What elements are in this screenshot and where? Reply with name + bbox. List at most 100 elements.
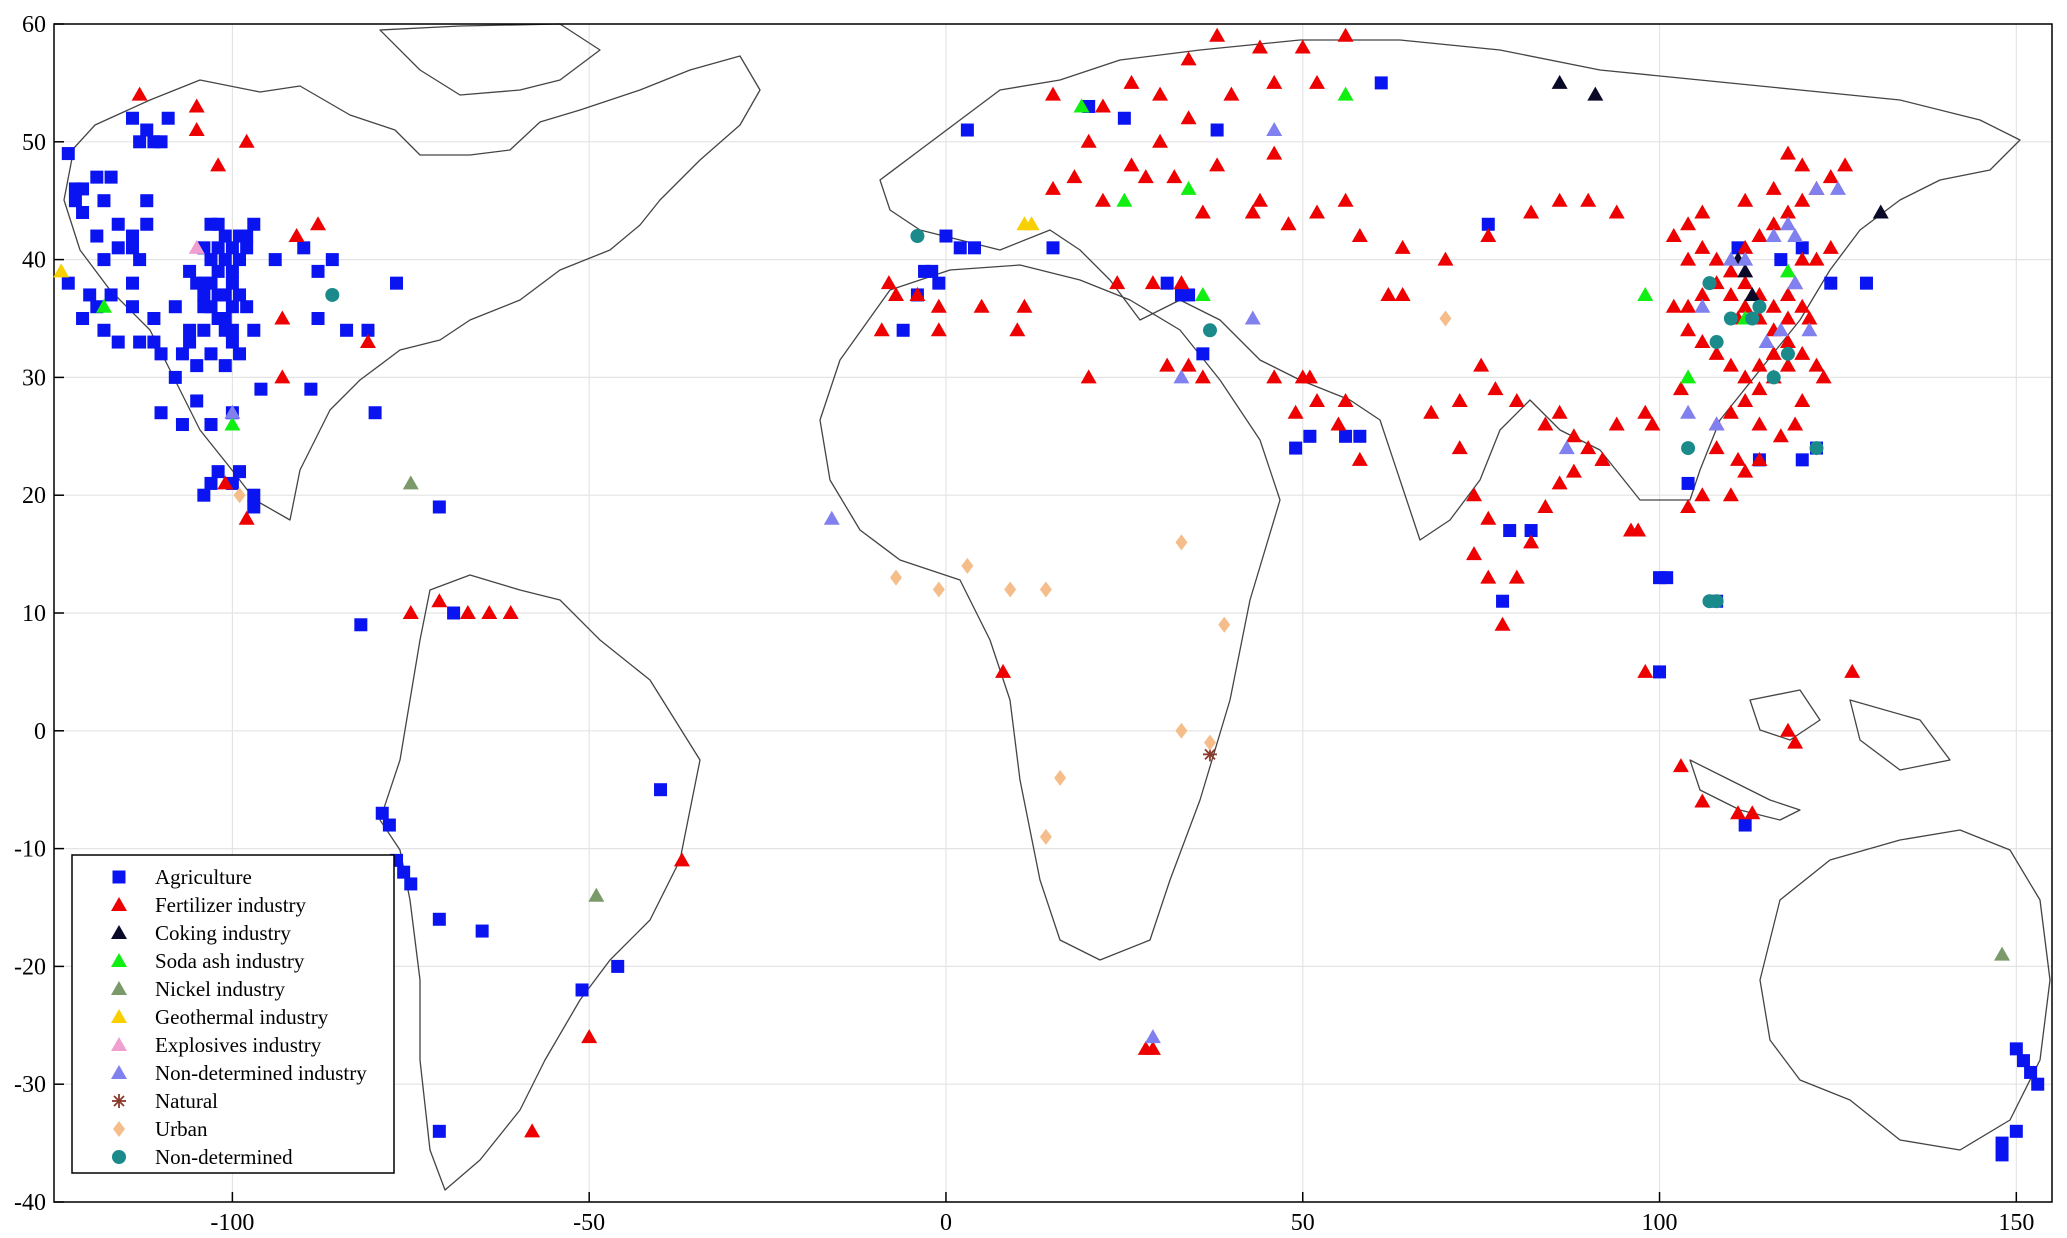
point-fertilizer-industry [1794, 157, 1811, 172]
point-nickel-industry [402, 475, 419, 490]
point-agriculture [654, 783, 668, 797]
point-coking-industry [1551, 74, 1568, 89]
point-fertilizer-industry [1751, 381, 1768, 396]
point-fertilizer-industry [1737, 275, 1754, 290]
point-fertilizer-industry [930, 322, 947, 337]
point-agriculture [147, 312, 161, 325]
legend-marker-urban [113, 1121, 125, 1137]
point-fertilizer-industry [1194, 369, 1211, 384]
point-agriculture [1995, 1136, 2009, 1150]
point-urban [1175, 722, 1188, 739]
point-fertilizer-industry [1779, 357, 1796, 372]
point-agriculture [97, 323, 111, 337]
point-fertilizer-industry [1294, 39, 1311, 54]
x-axis-ticks: -100 -50 0 50 100 150 [210, 1192, 2034, 1236]
point-fertilizer-industry [1287, 404, 1304, 419]
point-agriculture [204, 418, 218, 432]
point-agriculture [76, 312, 90, 325]
point-agriculture [247, 323, 261, 337]
legend-label: Non-determined industry [155, 1061, 367, 1085]
point-fertilizer-industry [1722, 404, 1739, 419]
point-agriculture [1303, 429, 1317, 443]
point-agriculture [304, 382, 318, 396]
point-non-determined [1809, 441, 1824, 456]
point-agriculture [1289, 441, 1303, 455]
point-fertilizer-industry [1722, 286, 1739, 301]
legend-marker-fertilizer-industry [111, 897, 127, 911]
coast-australia [1759, 829, 2051, 1151]
point-fertilizer-industry [1309, 392, 1326, 407]
x-tick-label: -50 [573, 1210, 605, 1236]
point-fertilizer-industry [1665, 298, 1682, 313]
point-non-determined-industry [1722, 251, 1739, 266]
point-fertilizer-industry [1779, 286, 1796, 301]
point-fertilizer-industry [995, 663, 1012, 678]
point-non-determined-industry [1758, 334, 1775, 349]
point-fertilizer-industry [973, 298, 990, 313]
point-agriculture [197, 323, 211, 337]
point-agriculture [953, 241, 967, 255]
y-tick-label: -10 [14, 837, 46, 863]
point-agriculture [247, 488, 261, 502]
point-fertilizer-industry [1722, 357, 1739, 372]
point-urban [961, 557, 974, 574]
point-fertilizer-industry [1209, 157, 1226, 172]
point-agriculture [133, 335, 147, 349]
point-urban [233, 487, 246, 504]
point-fertilizer-industry [673, 852, 690, 867]
point-agriculture [168, 300, 182, 314]
point-fertilizer-industry [1637, 663, 1654, 678]
point-geothermal-industry [53, 263, 70, 278]
legend-label: Explosives industry [155, 1033, 322, 1057]
x-tick-label: -100 [210, 1210, 254, 1236]
point-fertilizer-industry [1751, 416, 1768, 431]
point-fertilizer-industry [217, 475, 234, 490]
point-nickel-industry [588, 887, 605, 902]
point-urban [1039, 828, 1052, 845]
point-fertilizer-industry [1094, 98, 1111, 113]
point-geothermal-industry [1023, 216, 1040, 231]
legend-marker-non-determined-industry [111, 1065, 127, 1079]
point-fertilizer-industry [1794, 345, 1811, 360]
point-agriculture [475, 924, 489, 938]
point-agriculture [382, 818, 396, 832]
point-agriculture [1859, 276, 1873, 290]
point-agriculture [61, 147, 75, 161]
point-agriculture [133, 135, 147, 149]
point-fertilizer-industry [1309, 204, 1326, 219]
point-agriculture [397, 865, 411, 879]
point-fertilizer-industry [1708, 440, 1725, 455]
point-fertilizer-industry [1722, 263, 1739, 278]
point-agriculture [960, 123, 974, 137]
point-fertilizer-industry [1551, 404, 1568, 419]
point-fertilizer-industry [1594, 451, 1611, 466]
point-non-determined-industry [1694, 298, 1711, 313]
point-fertilizer-industry [1180, 51, 1197, 66]
point-agriculture [2016, 1054, 2030, 1068]
point-fertilizer-industry [1152, 86, 1169, 101]
point-agriculture [225, 241, 239, 255]
point-agriculture [140, 123, 154, 137]
point-non-determined-industry [1173, 369, 1190, 384]
point-fertilizer-industry [1551, 192, 1568, 207]
point-agriculture [111, 335, 125, 349]
point-agriculture [125, 300, 139, 314]
point-fertilizer-industry [1765, 298, 1782, 313]
point-non-determined-industry [1266, 122, 1283, 137]
legend-label: Soda ash industry [155, 949, 305, 973]
point-fertilizer-industry [310, 216, 327, 231]
point-agriculture [190, 394, 204, 408]
point-agriculture [254, 382, 268, 396]
point-non-determined-industry [224, 404, 241, 419]
point-non-determined [1780, 346, 1795, 361]
point-fertilizer-industry [1551, 475, 1568, 490]
legend-marker-soda-ash-industry [111, 953, 127, 967]
point-agriculture [125, 276, 139, 290]
point-fertilizer-industry [288, 228, 305, 243]
y-tick-label: 50 [22, 130, 46, 156]
legend-marker-agriculture [112, 870, 126, 884]
point-non-determined [1202, 323, 1217, 338]
point-fertilizer-industry [359, 334, 376, 349]
point-fertilizer-industry [1144, 275, 1161, 290]
point-fertilizer-industry [1301, 369, 1318, 384]
